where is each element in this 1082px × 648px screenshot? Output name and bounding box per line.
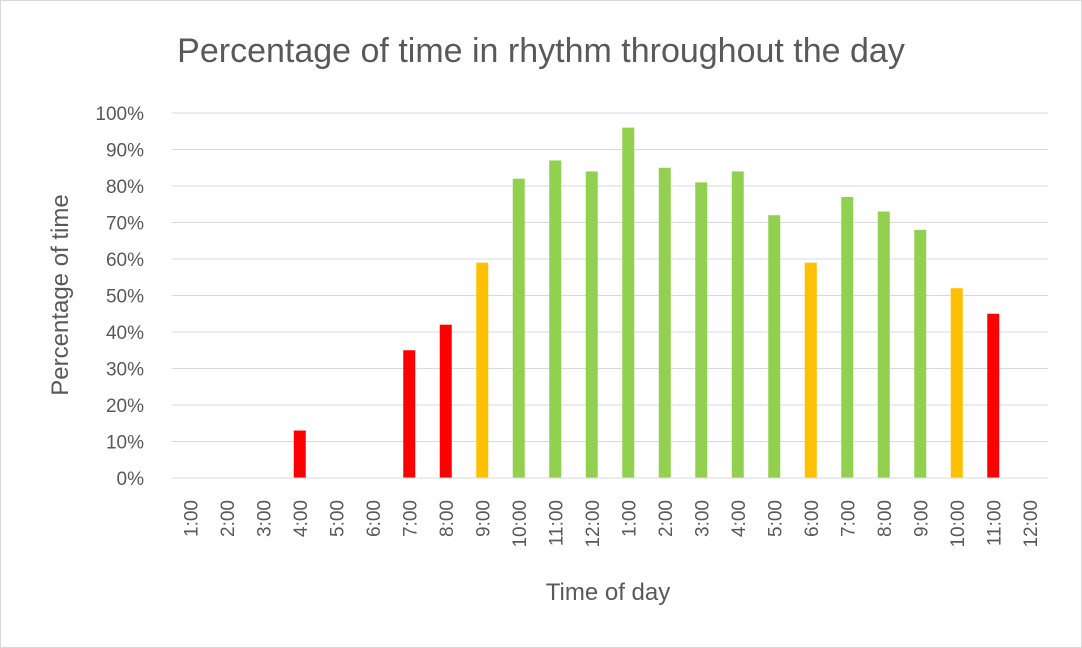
x-tick-label: 9:00: [911, 500, 932, 537]
x-tick-label: 9:00: [473, 500, 494, 537]
bar: [439, 324, 452, 478]
x-tick-label: 3:00: [692, 500, 713, 537]
x-tick-label: 8:00: [437, 500, 458, 537]
x-tick-label: 5:00: [765, 500, 786, 537]
y-tick-label: 80%: [106, 177, 144, 198]
bar: [293, 430, 306, 478]
x-tick-label: 10:00: [510, 500, 531, 548]
bar: [987, 313, 1000, 478]
bar: [877, 211, 890, 479]
x-tick-label: 6:00: [802, 500, 823, 537]
x-tick-label: 8:00: [875, 500, 896, 537]
bar: [768, 215, 781, 478]
y-axis-ticks: 0% 10% 20% 30% 40% 50% 60% 70% 80% 90% 100%: [95, 104, 144, 490]
bar: [549, 160, 562, 478]
x-tick-label: 2:00: [218, 500, 239, 537]
x-tick-label: 1:00: [619, 500, 640, 537]
x-tick-label: 4:00: [729, 500, 750, 537]
x-tick-label: 12:00: [583, 500, 604, 548]
x-tick-label: 11:00: [984, 500, 1005, 546]
y-tick-label: 20%: [106, 396, 144, 417]
x-tick-label: 7:00: [838, 500, 859, 537]
y-tick-label: 50%: [106, 287, 144, 308]
x-tick-label: 3:00: [254, 500, 275, 537]
bar: [512, 178, 525, 478]
x-tick-label: 6:00: [364, 500, 385, 537]
x-tick-label: 12:00: [1021, 500, 1042, 548]
bar: [403, 350, 416, 478]
y-tick-label: 30%: [106, 360, 144, 381]
y-tick-label: 70%: [106, 214, 144, 235]
bar: [841, 196, 854, 478]
x-axis-title: Time of day: [546, 579, 671, 606]
y-tick-label: 100%: [95, 104, 144, 125]
bar: [804, 262, 817, 478]
bar: [658, 167, 671, 478]
x-tick-label: 2:00: [656, 500, 677, 537]
y-tick-label: 90%: [106, 141, 144, 162]
x-tick-label: 11:00: [546, 500, 567, 546]
bars: [293, 127, 1000, 479]
x-tick-label: 10:00: [948, 500, 969, 548]
bar: [695, 182, 708, 478]
x-tick-label: 1:00: [181, 500, 202, 537]
y-tick-label: 60%: [106, 250, 144, 271]
bar: [731, 171, 744, 478]
y-tick-label: 0%: [117, 469, 145, 490]
bar: [585, 171, 598, 478]
x-axis-ticks: 1:00 2:00 3:00 4:00 5:00 6:00 7:00 8:00 9:00 10:0…: [181, 500, 1042, 548]
x-tick-label: 7:00: [400, 500, 421, 537]
y-axis-title: Percentage of time: [47, 194, 74, 395]
y-tick-label: 10%: [106, 433, 144, 454]
x-tick-label: 4:00: [291, 500, 312, 537]
x-tick-label: 5:00: [327, 500, 348, 537]
bar: [622, 127, 635, 478]
chart-title: Percentage of time in rhythm throughout …: [177, 32, 905, 70]
y-tick-label: 40%: [106, 323, 144, 344]
gridlines: [172, 112, 1048, 442]
bar: [914, 229, 927, 478]
bar: [950, 288, 963, 478]
bar: [476, 262, 489, 478]
